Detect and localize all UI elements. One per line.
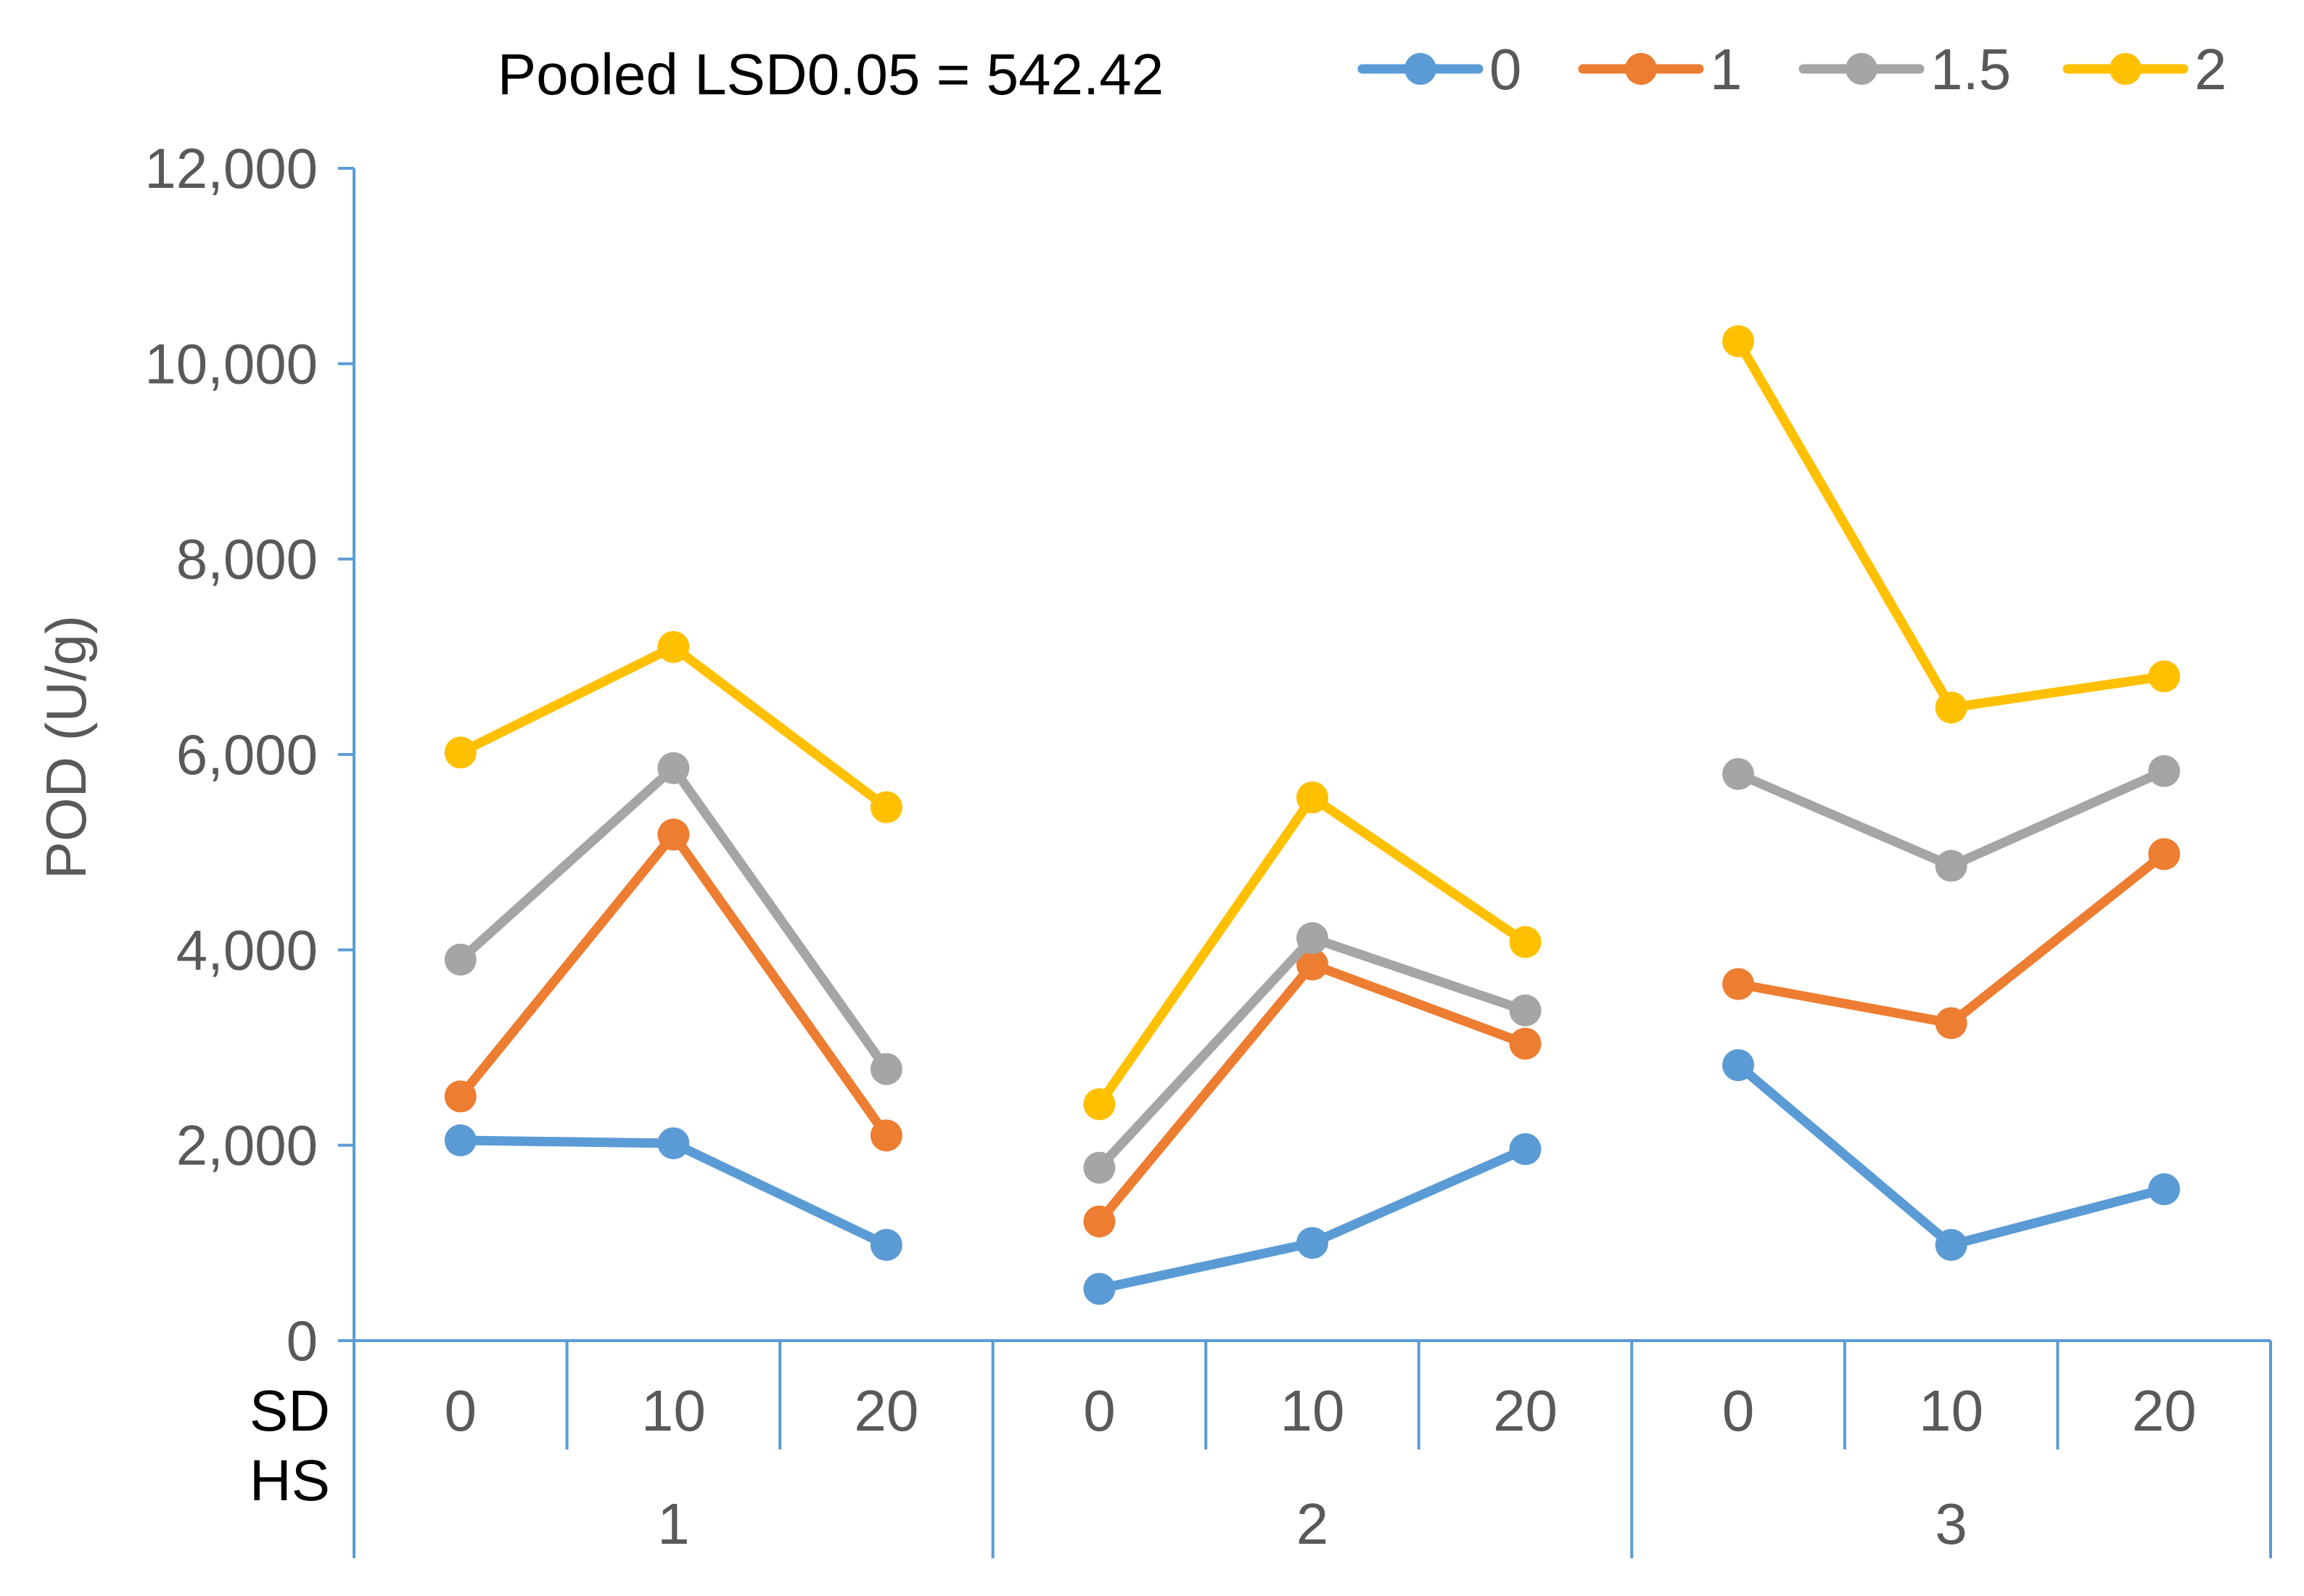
data-point bbox=[1296, 1227, 1328, 1259]
data-point bbox=[444, 1080, 477, 1113]
legend-label: 2 bbox=[2194, 37, 2227, 102]
x-category-label: 10 bbox=[1919, 1378, 1983, 1443]
data-point bbox=[657, 1127, 690, 1159]
data-point bbox=[1509, 1133, 1542, 1166]
data-point bbox=[1935, 691, 1967, 724]
legend-item: 1.5 bbox=[1798, 37, 2011, 102]
legend-item: 0 bbox=[1357, 37, 1522, 102]
y-tick-label: 2,000 bbox=[176, 1114, 318, 1177]
data-point bbox=[1509, 994, 1542, 1027]
series-1 bbox=[444, 818, 2181, 1238]
legend-marker bbox=[1625, 53, 1657, 85]
legend-item: 1 bbox=[1578, 37, 1743, 102]
data-point bbox=[444, 736, 477, 769]
series-2 bbox=[444, 325, 2181, 1121]
data-point bbox=[1722, 325, 1755, 358]
series-1.5 bbox=[444, 752, 2181, 1184]
data-point bbox=[2148, 660, 2181, 693]
data-point bbox=[1296, 781, 1328, 814]
legend-label: 1 bbox=[1710, 37, 1743, 102]
legend-item: 2 bbox=[2062, 37, 2227, 102]
data-point bbox=[1509, 1027, 1542, 1060]
chart-annotation: Pooled LSD0.05 = 542.42 bbox=[498, 42, 1164, 107]
data-point bbox=[1722, 1049, 1755, 1082]
data-point bbox=[1083, 1088, 1116, 1121]
data-point bbox=[1083, 1205, 1116, 1238]
series-layer bbox=[444, 325, 2181, 1305]
y-tick-label: 10,000 bbox=[144, 332, 318, 395]
data-point bbox=[1722, 968, 1755, 1000]
y-tick-label: 8,000 bbox=[176, 527, 318, 591]
x-group-label: 1 bbox=[657, 1492, 690, 1556]
x-category-label: 10 bbox=[641, 1378, 706, 1443]
legend-marker bbox=[1404, 53, 1436, 85]
data-point bbox=[2148, 1173, 2181, 1206]
data-point bbox=[1509, 926, 1542, 958]
x-category-label: 0 bbox=[1083, 1378, 1116, 1443]
data-point bbox=[1935, 1007, 1967, 1040]
legend-label: 1.5 bbox=[1930, 37, 2011, 102]
data-point bbox=[870, 1119, 902, 1152]
data-point bbox=[870, 1229, 902, 1262]
x-group-label: 3 bbox=[1935, 1492, 1967, 1556]
x-category-label: 20 bbox=[2132, 1378, 2197, 1443]
data-point bbox=[657, 630, 690, 663]
y-tick-label: 0 bbox=[287, 1309, 318, 1373]
data-point bbox=[1083, 1151, 1116, 1184]
series-line-segment bbox=[1733, 1060, 2169, 1250]
y-tick-label: 4,000 bbox=[176, 918, 318, 982]
x-category-label: 10 bbox=[1280, 1378, 1345, 1443]
hs-row-label: HS bbox=[250, 1448, 330, 1513]
x-group-label: 2 bbox=[1296, 1492, 1329, 1556]
data-point bbox=[870, 1053, 902, 1085]
legend-marker bbox=[2110, 53, 2142, 85]
data-point bbox=[1935, 1229, 1967, 1262]
data-point bbox=[1083, 1272, 1116, 1305]
legend-marker bbox=[1846, 53, 1877, 85]
data-point bbox=[2148, 754, 2181, 787]
data-point bbox=[870, 791, 902, 823]
y-tick-label: 6,000 bbox=[176, 723, 318, 786]
data-point bbox=[2148, 838, 2181, 871]
sd-row-label: SD bbox=[250, 1378, 330, 1443]
y-axis-label: POD (U/g) bbox=[34, 615, 98, 879]
series-line-segment bbox=[1733, 336, 2169, 712]
data-point bbox=[1296, 922, 1328, 955]
data-point bbox=[657, 752, 690, 784]
x-category-label: 20 bbox=[854, 1378, 918, 1443]
y-tick-label: 12,000 bbox=[144, 136, 318, 200]
series-line-segment bbox=[1094, 1144, 1531, 1294]
data-point bbox=[444, 943, 477, 976]
data-point bbox=[1296, 948, 1328, 981]
x-category-label: 0 bbox=[1722, 1378, 1755, 1443]
legend-label: 0 bbox=[1489, 37, 1522, 102]
data-point bbox=[1722, 757, 1755, 790]
legend: 0 1 1.5 2 bbox=[1357, 37, 2227, 102]
x-category-label: 0 bbox=[445, 1378, 477, 1443]
series-0 bbox=[444, 1049, 2181, 1305]
data-point bbox=[444, 1124, 477, 1156]
data-point bbox=[1935, 850, 1967, 882]
data-point bbox=[657, 818, 690, 851]
x-category-label: 20 bbox=[1493, 1378, 1558, 1443]
